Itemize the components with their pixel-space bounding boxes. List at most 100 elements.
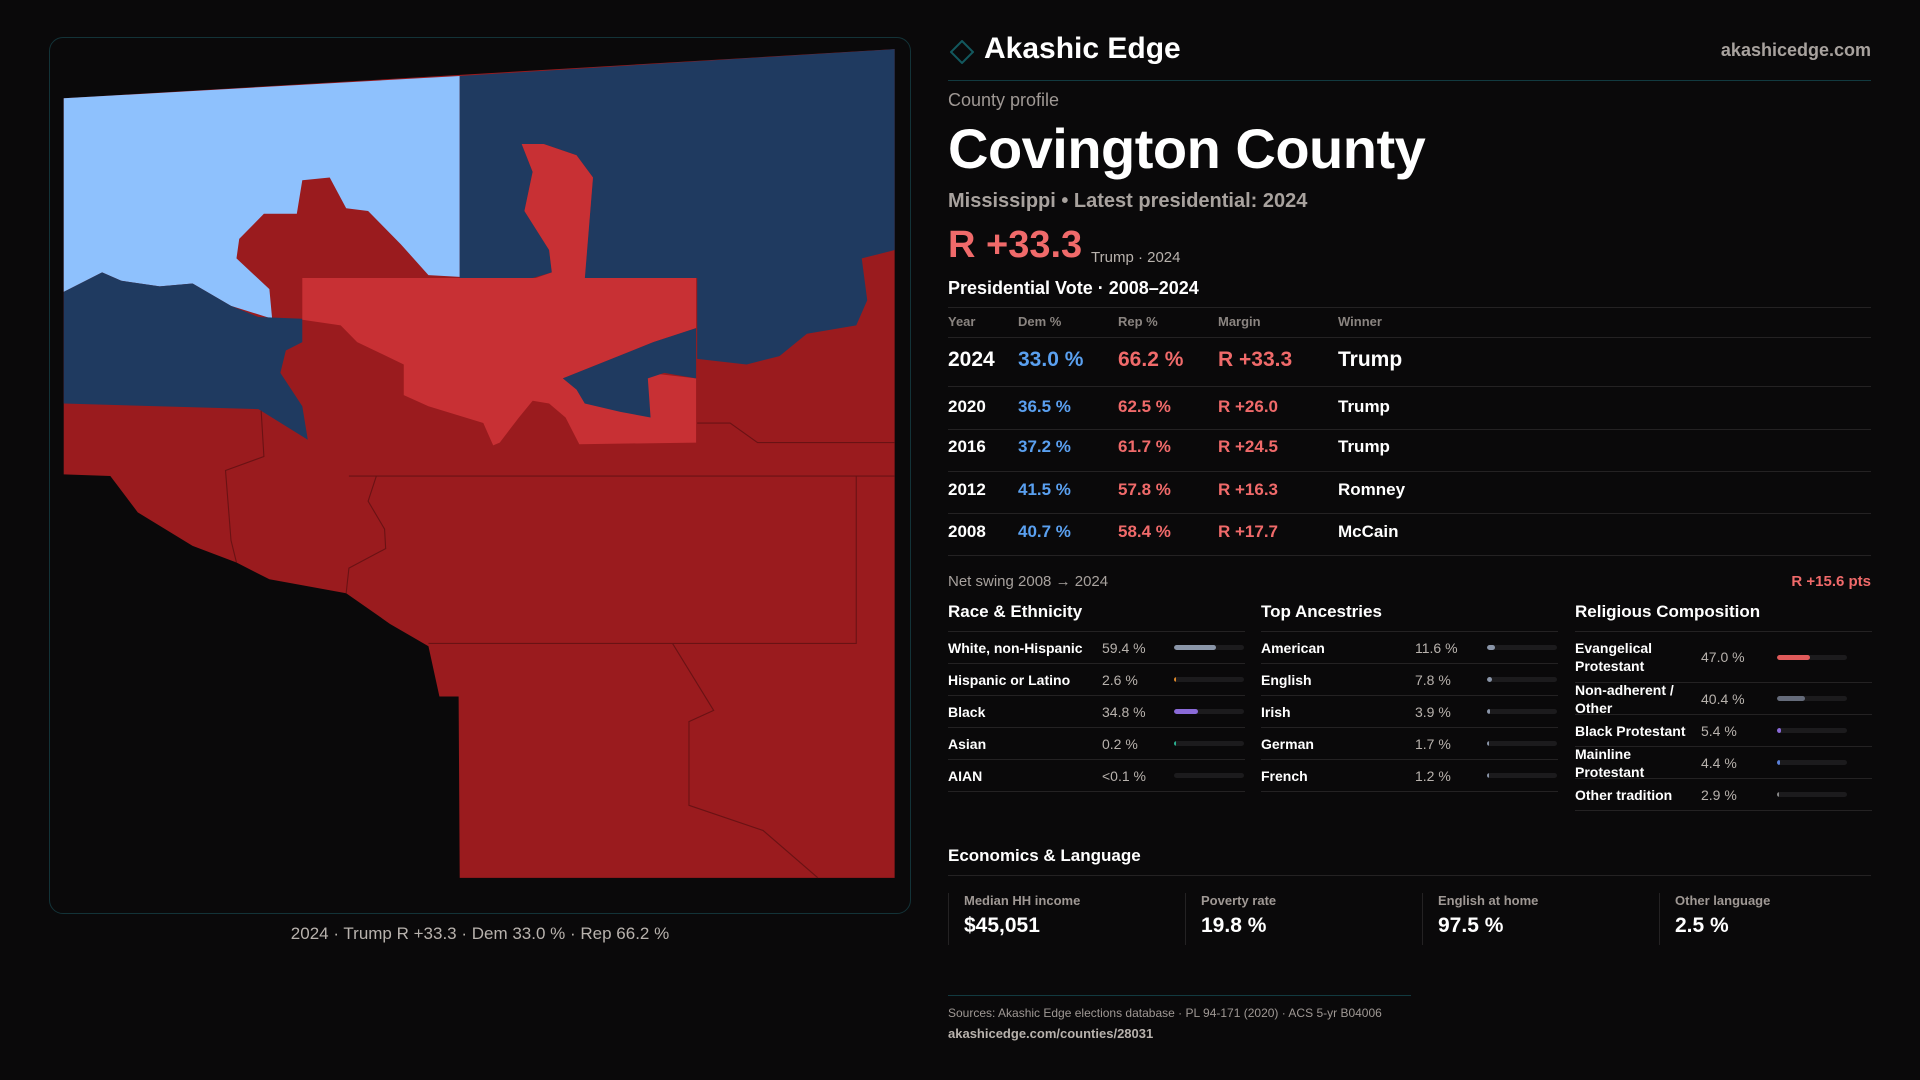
stat-card: Poverty rate 19.8 %	[1185, 893, 1415, 945]
table-cell-year: 2012	[948, 480, 986, 499]
county-map[interactable]	[49, 37, 911, 914]
item-value: 0.2 %	[1102, 735, 1138, 752]
share-bar-fill	[1487, 741, 1489, 746]
share-bar-fill	[1487, 773, 1489, 778]
item-label: Black	[948, 703, 986, 720]
stat-value: $45,051	[964, 914, 1040, 937]
share-bar-fill	[1777, 792, 1780, 797]
share-bar	[1487, 773, 1557, 778]
vote-table-title: Presidential Vote · 2008–2024	[948, 278, 1199, 298]
item-value: 4.4 %	[1701, 754, 1737, 771]
item-label: Mainline Protestant	[1575, 745, 1645, 780]
stat-card: Median HH income $45,051	[948, 893, 1178, 945]
headline-margin-sub: Trump · 2024	[1091, 249, 1181, 266]
region-dem-strong-west[interactable]	[63, 272, 308, 440]
column-header: Year	[948, 314, 976, 329]
item-label: French	[1261, 767, 1308, 784]
list-item: Irish 3.9 %	[1261, 696, 1558, 728]
county-url[interactable]: akashicedge.com/counties/28031	[948, 1026, 1154, 1041]
headline-margin: R +33.3	[948, 224, 1083, 266]
subtitle: Mississippi • Latest presidential: 2024	[948, 190, 1308, 212]
table-cell-dem: 37.2 %	[1018, 437, 1071, 456]
share-bar-fill	[1777, 696, 1806, 701]
divider	[948, 995, 1411, 996]
item-label: Evangelical Protestant	[1575, 640, 1653, 674]
item-label: English	[1261, 671, 1312, 688]
list-item: Black Protestant 5.4 %	[1575, 715, 1872, 747]
list-item: Black 34.8 %	[948, 696, 1245, 728]
column-header: Margin	[1218, 314, 1261, 329]
item-value: 2.9 %	[1701, 786, 1737, 803]
share-bar-fill	[1777, 728, 1781, 733]
share-bar	[1777, 792, 1847, 797]
item-value: 1.2 %	[1415, 767, 1451, 784]
table-cell-year: 2008	[948, 522, 986, 541]
share-bar	[1487, 677, 1557, 682]
stat-label: Poverty rate	[1201, 893, 1277, 908]
share-bar-fill	[1174, 709, 1199, 714]
region-dem-strong-wedge[interactable]	[562, 328, 697, 418]
precinct-map-svg	[63, 49, 895, 879]
table-cell-margin: R +16.3	[1218, 480, 1279, 499]
table-cell-winner: Romney	[1338, 480, 1406, 499]
share-bar	[1487, 741, 1557, 746]
region-dem-strong-northeast[interactable]	[459, 49, 895, 365]
site-link[interactable]: akashicedge.com	[1720, 40, 1871, 60]
list-item: White, non-Hispanic 59.4 %	[948, 632, 1245, 664]
share-bar	[1777, 696, 1847, 701]
share-bar-fill	[1487, 645, 1496, 650]
item-label: AIAN	[948, 767, 983, 784]
share-bar	[1777, 760, 1847, 765]
list-item: Non-adherent / Other 40.4 %	[1575, 682, 1872, 716]
region-dem-light[interactable]	[63, 75, 460, 319]
table-cell-year: 2016	[948, 437, 986, 456]
stat-value: 97.5 %	[1438, 914, 1504, 937]
table-cell-dem: 36.5 %	[1018, 397, 1071, 416]
stat-card: English at home 97.5 %	[1422, 893, 1652, 945]
table-cell-dem: 40.7 %	[1018, 522, 1071, 541]
economics-title: Economics & Language	[948, 846, 1141, 865]
list-item: Other tradition 2.9 %	[1575, 779, 1872, 811]
share-bar	[1174, 677, 1244, 682]
precinct-borders	[224, 410, 895, 879]
item-value: 5.4 %	[1701, 722, 1737, 739]
divider	[948, 337, 1871, 338]
list-item: AIAN <0.1 %	[948, 760, 1245, 792]
divider	[948, 307, 1871, 308]
table-cell-rep: 58.4 %	[1118, 522, 1171, 541]
list-item: Hispanic or Latino 2.6 %	[948, 664, 1245, 696]
stat-value: 2.5 %	[1675, 914, 1729, 937]
item-value: 47.0 %	[1701, 649, 1745, 665]
item-value: 40.4 %	[1701, 690, 1745, 707]
item-label: Hispanic or Latino	[948, 671, 1071, 688]
list-item: English 7.8 %	[1261, 664, 1558, 696]
item-value: 11.6 %	[1415, 639, 1458, 656]
item-value: 59.4 %	[1102, 639, 1146, 656]
column-header: Dem %	[1018, 314, 1062, 329]
item-value: <0.1 %	[1102, 767, 1146, 784]
eyebrow: County profile	[948, 90, 1060, 110]
item-label: Black Protestant	[1575, 722, 1686, 739]
share-bar-fill	[1174, 677, 1176, 682]
table-cell-winner: Trump	[1338, 437, 1390, 456]
divider	[948, 80, 1871, 81]
stat-card: Other language 2.5 %	[1659, 893, 1889, 945]
map-caption: 2024 · Trump R +33.3 · Dem 33.0 % · Rep …	[290, 924, 670, 943]
item-label: Other tradition	[1575, 786, 1673, 803]
race-ethnicity-section: Race & Ethnicity White, non-Hispanic 59.4…	[948, 602, 1245, 792]
table-cell-year: 2024	[948, 348, 995, 371]
item-label: German	[1261, 735, 1314, 752]
column-header: Rep %	[1118, 314, 1158, 329]
share-bar-fill	[1777, 654, 1810, 660]
item-label: Asian	[948, 735, 987, 752]
list-item: Mainline Protestant 4.4 %	[1575, 745, 1872, 780]
share-bar-fill	[1174, 741, 1176, 746]
section-title: Religious Composition	[1575, 602, 1872, 632]
list-item: Evangelical Protestant 47.0 %	[1575, 632, 1872, 683]
religion-section: Religious Composition Evangelical Protes…	[1575, 602, 1872, 811]
sources-text: Sources: Akashic Edge elections database…	[948, 1006, 1382, 1020]
divider	[948, 386, 1871, 387]
section-title: Top Ancestries	[1261, 602, 1558, 632]
region-rep-light-north[interactable]	[521, 144, 593, 280]
share-bar-fill	[1777, 760, 1781, 765]
